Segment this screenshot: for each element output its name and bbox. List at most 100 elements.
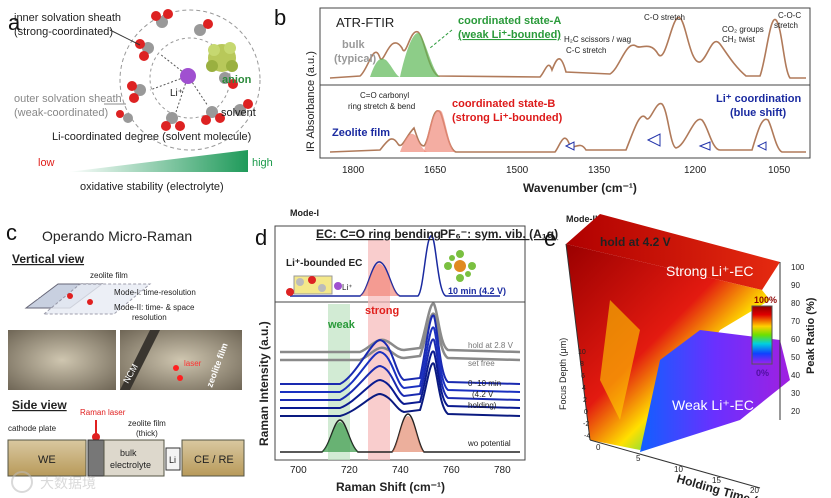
mode2-text-1: Mode-II: time- & space [114,303,195,312]
ftir-ylabel: IR Absorbance (a.u.) [305,51,317,152]
zeolite-film-text-c: zeolite film [90,271,128,280]
yt-3: 6 [581,373,585,380]
panel-e-label: e [544,226,556,251]
laser-dot-1 [173,365,179,371]
hold-text-1: 0~10 min [468,379,501,388]
h2c-text-2: C-C stretch [566,46,606,55]
state-b-text-1: coordinated state-B [452,98,555,110]
raman-top-spectrum [290,235,500,297]
coord-degree-text: Li-coordinated degree (solvent molecule) [52,131,251,143]
inner-sheath-text-1: inner solvation sheath [14,12,121,24]
xt-1: 0 [596,443,601,452]
bulk-text-c-2: electrolyte [110,460,151,470]
yt-4: 4 [582,385,586,392]
atr-ftir-title: ATR-FTIR [336,15,394,30]
pf6-icon [444,250,476,282]
weak-li-ec-text: Weak Li⁺-EC [672,397,754,413]
strong-text: strong [365,305,399,317]
raman-ylabel: Raman Intensity (a.u.) [257,321,271,446]
watermark: 大数据境 [11,471,96,493]
bulk-electrolyte-block [103,439,165,477]
vertical-view-text: Vertical view [12,252,85,266]
yt-5: 2 [583,397,587,404]
co-carbonyl-text-2: ring stretch & bend [348,102,415,111]
mode1-text: Mode-I: time-resolution [114,288,196,297]
ftir-tick-6: 1050 [768,165,791,176]
ftir-tick-5: 1200 [684,165,707,176]
axis-left-edge [565,243,591,441]
zt-4: 70 [791,317,800,326]
surface-transition [600,300,640,420]
ftir-xlabel: Wavenumber (cm⁻¹) [523,181,637,195]
hold-text-3: holding) [468,401,497,410]
li-bounded-text: Li⁺-bounded EC [286,258,362,269]
laser-spot-1 [67,293,73,299]
yt-6: 0 [584,409,588,416]
ftir-tick-3: 1500 [506,165,529,176]
li-block [165,447,181,471]
zeolite-layer [87,439,105,477]
co2-text-2: CH₂ twist [722,35,756,44]
surface-red-top [566,214,780,290]
laser-dot-2 [177,375,183,381]
cathode-plate-text: cathode plate [8,424,57,433]
li-coord-text-2: (blue shift) [730,107,787,119]
solvent-text: solvent [221,107,256,119]
panel-c-label: c [6,220,17,245]
side-view-text: Side view [12,398,67,412]
laser-spot-2 [87,299,93,305]
h2c-text-1: H₂C scissors / wag [564,35,631,44]
outer-solvation-circle [119,9,261,151]
zt-9: 20 [791,407,800,416]
panel-a-label: a [8,10,21,35]
bulk-text-1: bulk [342,39,365,51]
zt-2: 90 [791,281,800,290]
mode-ii-text: Mode-II [566,214,598,224]
wo-potential-text: wo potential [467,439,511,448]
raman-laser-text: Raman laser [80,408,126,417]
yt-2: 8 [580,361,584,368]
set-free-text: set free [468,359,495,368]
raman-tick-3: 740 [392,465,409,476]
holding-time-label: Holding Time (min) [675,471,783,498]
inner-sheath-text-2: (strong-coordinated) [14,26,113,38]
zt-8: 30 [791,389,800,398]
zt-1: 100 [791,263,805,272]
ncm-region [120,330,160,390]
colorbar-top-text: 100% [754,295,777,305]
li-coord-text-1: Li⁺ coordination [716,93,802,105]
raman-laser-spot [92,433,100,441]
bulk-text-2: (typical) [334,53,377,65]
zt-5: 60 [791,335,800,344]
coc-text-2: stretch [774,21,798,30]
hold-28-text: hold at 2.8 V [468,341,514,350]
raman-tick-2: 720 [341,465,358,476]
raman-title: Operando Micro-Raman [42,228,192,244]
xt-4: 15 [712,476,721,485]
raman-tick-5: 780 [494,465,511,476]
solvent-molecules [116,9,253,131]
zt-3: 80 [791,299,800,308]
ftir-tick-2: 1650 [424,165,447,176]
ce-re-text: CE / RE [194,454,234,466]
co-carbonyl-text-1: C=O carbonyl [360,91,409,100]
ec-molecule-icon [286,275,342,296]
li-ion [149,53,209,113]
co-stretch-text: C-O stretch [644,13,685,22]
oxidative-text: oxidative stability (electrolyte) [80,181,224,193]
strong-li-ec-text: Strong Li⁺-EC [666,263,754,279]
ten-min-text: 10 min (4.2 V) [448,286,506,296]
weak-text: weak [327,319,356,331]
panel-b-label: b [274,5,286,30]
state-a-text-1: coordinated state-A [458,15,561,27]
raman-tick-4: 760 [443,465,460,476]
inner-sheath-pointer [109,29,141,46]
colorbar-bottom-text: 0% [756,368,769,378]
ftir-tick-4: 1350 [588,165,611,176]
raman-tick-1: 700 [290,465,307,476]
raman-bottom-spectrum [280,413,520,453]
pf6-header: PF₆⁻: sym. vib. (A₁g) [440,227,558,241]
laser-text: laser [184,359,202,368]
ec-header: EC: C=O ring bending [316,227,441,241]
hold-text-2: (4.2 V [472,390,494,399]
